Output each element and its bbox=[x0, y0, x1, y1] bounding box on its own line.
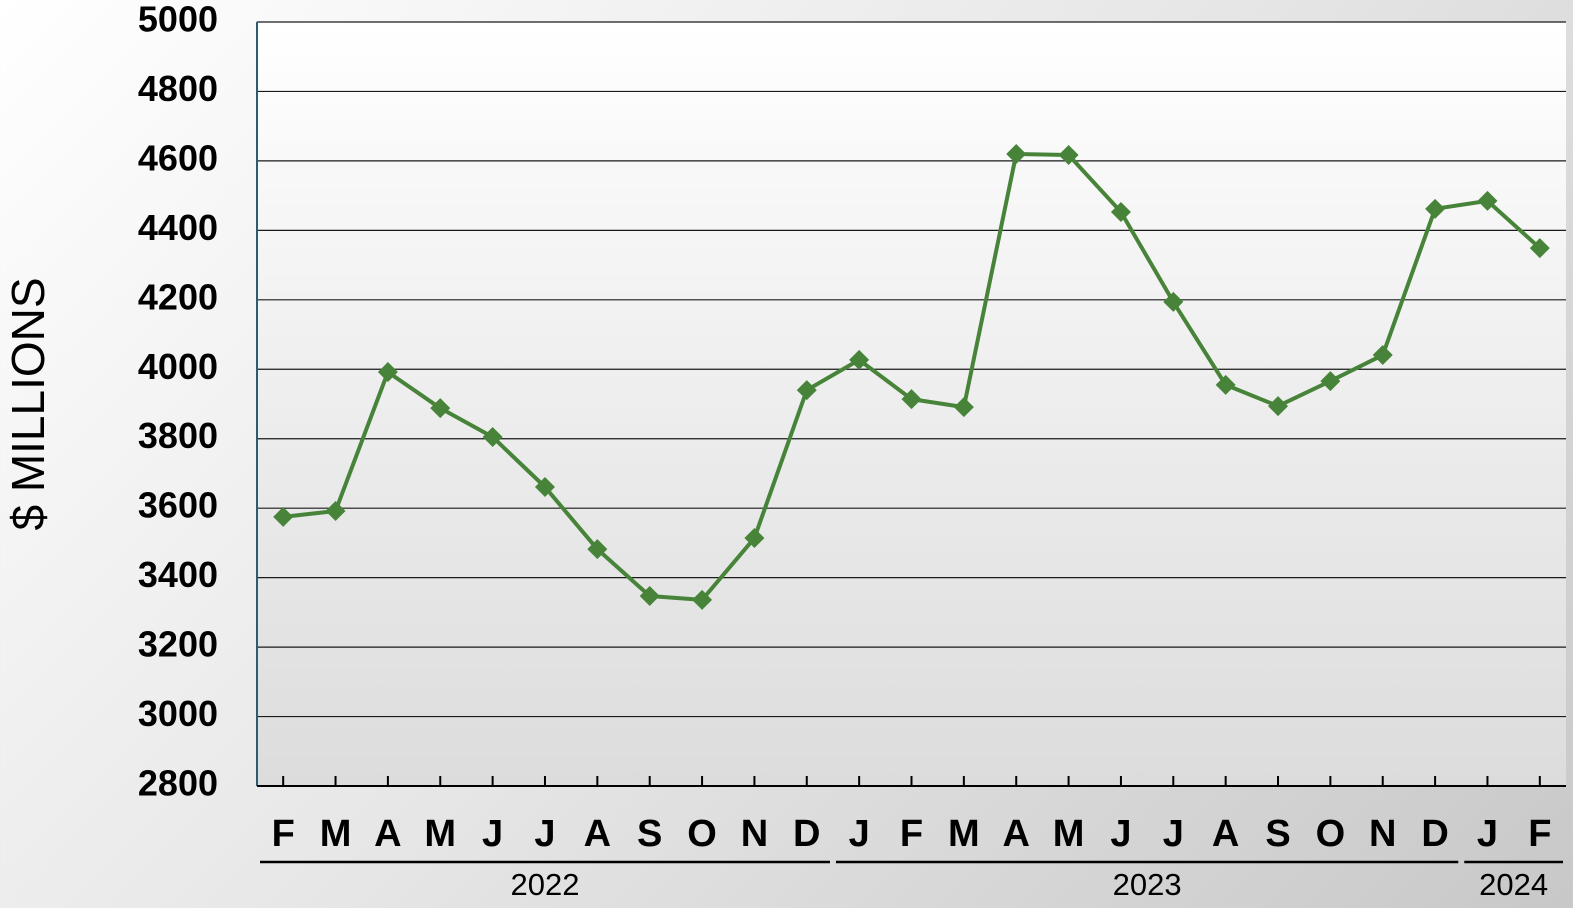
marker bbox=[1372, 345, 1393, 366]
marker bbox=[1163, 291, 1184, 312]
x-tick-label: N bbox=[741, 813, 768, 855]
x-tick-label: N bbox=[1369, 813, 1396, 855]
marker bbox=[639, 586, 660, 607]
x-tick-label: D bbox=[793, 813, 820, 855]
x-tick-label: F bbox=[272, 813, 295, 855]
x-tick-label: S bbox=[637, 813, 662, 855]
x-tick-label: J bbox=[1477, 813, 1498, 855]
marker bbox=[325, 500, 346, 521]
x-tick-label: D bbox=[1421, 813, 1448, 855]
y-tick-label: 4600 bbox=[138, 137, 218, 178]
marker bbox=[1215, 374, 1236, 395]
y-tick-label: 5000 bbox=[138, 0, 218, 40]
y-tick-label: 4000 bbox=[138, 346, 218, 387]
x-tick-label: M bbox=[320, 813, 352, 855]
x-tick-label: A bbox=[374, 813, 401, 855]
x-tick-label: J bbox=[1110, 813, 1131, 855]
year-label: 2022 bbox=[510, 867, 579, 902]
marker bbox=[587, 539, 608, 560]
y-tick-label: 4200 bbox=[138, 276, 218, 317]
marker bbox=[953, 397, 974, 418]
x-tick-label: M bbox=[948, 813, 980, 855]
y-axis-label: $ MILLIONS bbox=[2, 277, 54, 530]
marker bbox=[273, 506, 294, 527]
y-tick-label: 3000 bbox=[138, 693, 218, 734]
year-label: 2024 bbox=[1479, 867, 1548, 902]
y-tick-label: 4800 bbox=[138, 68, 218, 109]
y-tick-label: 4400 bbox=[138, 207, 218, 248]
marker bbox=[1268, 396, 1289, 417]
x-tick-label: O bbox=[687, 813, 717, 855]
x-tick-label: J bbox=[1163, 813, 1184, 855]
marker bbox=[1110, 201, 1131, 222]
marker bbox=[1529, 238, 1550, 259]
marker bbox=[1425, 198, 1446, 219]
marker bbox=[901, 389, 922, 410]
x-tick-label: F bbox=[1528, 813, 1551, 855]
x-tick-label: M bbox=[1053, 813, 1085, 855]
x-tick-label: S bbox=[1265, 813, 1290, 855]
x-tick-label: J bbox=[534, 813, 555, 855]
marker bbox=[849, 349, 870, 370]
y-tick-label: 3800 bbox=[138, 415, 218, 456]
marker bbox=[534, 476, 555, 497]
marker bbox=[796, 380, 817, 401]
year-label: 2023 bbox=[1113, 867, 1182, 902]
marker bbox=[377, 362, 398, 383]
x-tick-label: F bbox=[900, 813, 923, 855]
x-tick-label: A bbox=[584, 813, 611, 855]
marker bbox=[692, 589, 713, 610]
x-tick-label: O bbox=[1316, 813, 1346, 855]
y-tick-label: 3200 bbox=[138, 624, 218, 665]
marker bbox=[1477, 190, 1498, 211]
x-tick-label: A bbox=[1212, 813, 1239, 855]
y-tick-label: 3600 bbox=[138, 485, 218, 526]
x-tick-label: A bbox=[1002, 813, 1029, 855]
y-tick-label: 3400 bbox=[138, 554, 218, 595]
marker bbox=[482, 426, 503, 447]
marker bbox=[1058, 145, 1079, 166]
x-tick-label: J bbox=[482, 813, 503, 855]
marker bbox=[430, 398, 451, 419]
marker bbox=[1006, 143, 1027, 164]
x-tick-label: J bbox=[849, 813, 870, 855]
y-tick-label: 2800 bbox=[138, 763, 218, 804]
marker bbox=[1320, 371, 1341, 392]
x-tick-label: M bbox=[424, 813, 456, 855]
marker bbox=[744, 528, 765, 549]
